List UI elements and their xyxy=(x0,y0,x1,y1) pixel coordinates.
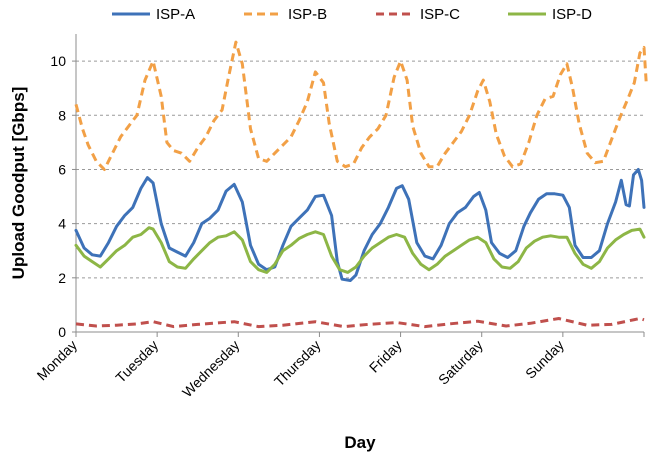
axes xyxy=(72,34,645,337)
y-tick-label: 2 xyxy=(58,270,66,286)
legend-label-isp-c: ISP-C xyxy=(420,6,460,23)
series-layer xyxy=(74,40,648,329)
y-tick-label: 0 xyxy=(58,324,66,340)
x-axis-title: Day xyxy=(344,433,376,452)
legend-label-isp-d: ISP-D xyxy=(552,6,592,23)
x-tick-label: Tuesday xyxy=(112,337,161,386)
x-tick-label: Sunday xyxy=(522,337,567,382)
y-tick-labels: 0 2 4 6 8 10 xyxy=(50,53,66,340)
y-tick-label: 8 xyxy=(58,107,66,123)
gridlines xyxy=(76,60,644,279)
x-tick-label: Saturday xyxy=(435,337,486,388)
legend-label-isp-b: ISP-B xyxy=(288,6,327,23)
x-tick-labels: Monday Tuesday Wednesday Thursday Friday Satu… xyxy=(34,337,567,400)
series-line-isp-c xyxy=(75,317,645,329)
series-line-isp-b xyxy=(74,40,648,171)
series-line-isp-a xyxy=(74,168,646,282)
x-tick-label: Wednesday xyxy=(179,337,242,400)
x-tick-label: Friday xyxy=(366,337,405,376)
y-tick-label: 10 xyxy=(50,53,66,69)
legend: ISP-A ISP-B ISP-C ISP-D xyxy=(112,6,592,23)
x-tick-label: Thursday xyxy=(271,337,324,390)
y-tick-label: 6 xyxy=(58,161,66,177)
legend-label-isp-a: ISP-A xyxy=(156,6,195,23)
series-line-isp-d xyxy=(74,226,646,274)
y-tick-label: 4 xyxy=(58,216,66,232)
x-tick-label: Monday xyxy=(34,337,81,384)
y-axis-title: Upload Goodput [Gbps] xyxy=(9,87,28,280)
